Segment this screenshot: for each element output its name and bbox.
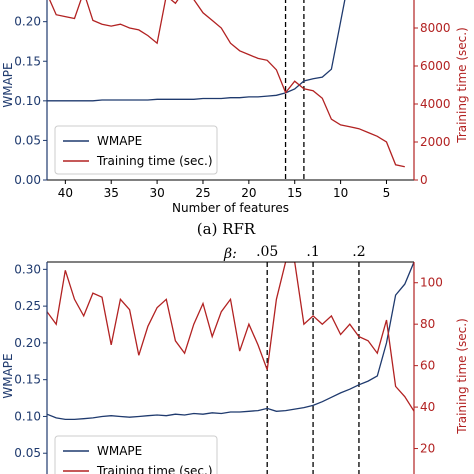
ytick-left-label-1: 0.05 — [14, 133, 41, 147]
ytick-left-label-2: 0.15 — [14, 373, 41, 387]
ytick-left-label-4: 0.25 — [14, 299, 41, 313]
xlabel: Number of features — [172, 201, 289, 215]
xtick-label-3: 25 — [195, 186, 210, 200]
ytick-right-label-1: 2000 — [420, 135, 451, 149]
series-line-training-time — [47, 262, 414, 412]
ylabel-left: WMAPE — [1, 353, 15, 398]
ylabel-right: Training time (sec.) — [455, 27, 469, 144]
ytick-right-label-4: 100 — [420, 276, 443, 290]
legend-label-0: WMAPE — [97, 134, 142, 148]
legend: WMAPE Training time (sec.) — [54, 125, 218, 175]
ytick-right-label-1: 40 — [420, 400, 435, 414]
xtick-label-7: 5 — [383, 186, 391, 200]
panel-b: .05 .1 .2 0.05 0.10 0.15 0.20 0.25 0.30 20 40 60 80 1… — [1, 244, 469, 474]
ytick-left-label-3: 0.15 — [14, 54, 41, 68]
ytick-left-label-1: 0.10 — [14, 409, 41, 423]
legend-label-1: Training time (sec.) — [96, 154, 213, 168]
vline-label-0: .05 — [256, 244, 278, 260]
legend: WMAPE Training time (sec.) — [54, 435, 218, 474]
caption-a: (a) RFR — [197, 220, 256, 238]
legend-box — [54, 125, 218, 175]
xtick-label-5: 15 — [287, 186, 302, 200]
legend-box — [54, 435, 218, 474]
panel-a-rfr: 0.00 0.05 0.10 0.15 0.20 0 2000 4000 6000 8000 40 3… — [1, 0, 469, 215]
ytick-left-label-0: 0.05 — [14, 446, 41, 460]
ytick-right-label-0: 20 — [420, 442, 435, 456]
series-line-wmape — [47, 262, 414, 421]
ylabel-left: WMAPE — [1, 62, 15, 107]
ytick-right-label-4: 8000 — [420, 21, 451, 35]
ylabel-right: Training time (sec.) — [455, 318, 469, 435]
legend-label-1: Training time (sec.) — [96, 464, 213, 474]
vline-label-1: .1 — [306, 244, 319, 260]
series-line-training-time — [49, 0, 405, 168]
ytick-right-label-2: 4000 — [420, 97, 451, 111]
xtick-label-4: 20 — [241, 186, 256, 200]
xtick-label-1: 35 — [104, 186, 119, 200]
ytick-left-label-2: 0.10 — [14, 94, 41, 108]
ytick-right-label-2: 60 — [420, 359, 435, 373]
ytick-left-label-0: 0.00 — [14, 173, 41, 187]
ytick-left-label-4: 0.20 — [14, 15, 41, 29]
vline-label-2: .2 — [352, 244, 365, 260]
xtick-label-6: 10 — [333, 186, 348, 200]
legend-label-0: WMAPE — [97, 444, 142, 458]
ytick-left-label-5: 0.30 — [14, 262, 41, 276]
ytick-right-label-3: 80 — [420, 317, 435, 331]
xtick-label-0: 40 — [58, 186, 73, 200]
xtick-label-2: 30 — [149, 186, 164, 200]
beta-label: β: — [223, 246, 237, 262]
ytick-left-label-3: 0.20 — [14, 336, 41, 350]
ytick-right-label-3: 6000 — [420, 59, 451, 73]
ytick-right-label-0: 0 — [420, 173, 428, 187]
